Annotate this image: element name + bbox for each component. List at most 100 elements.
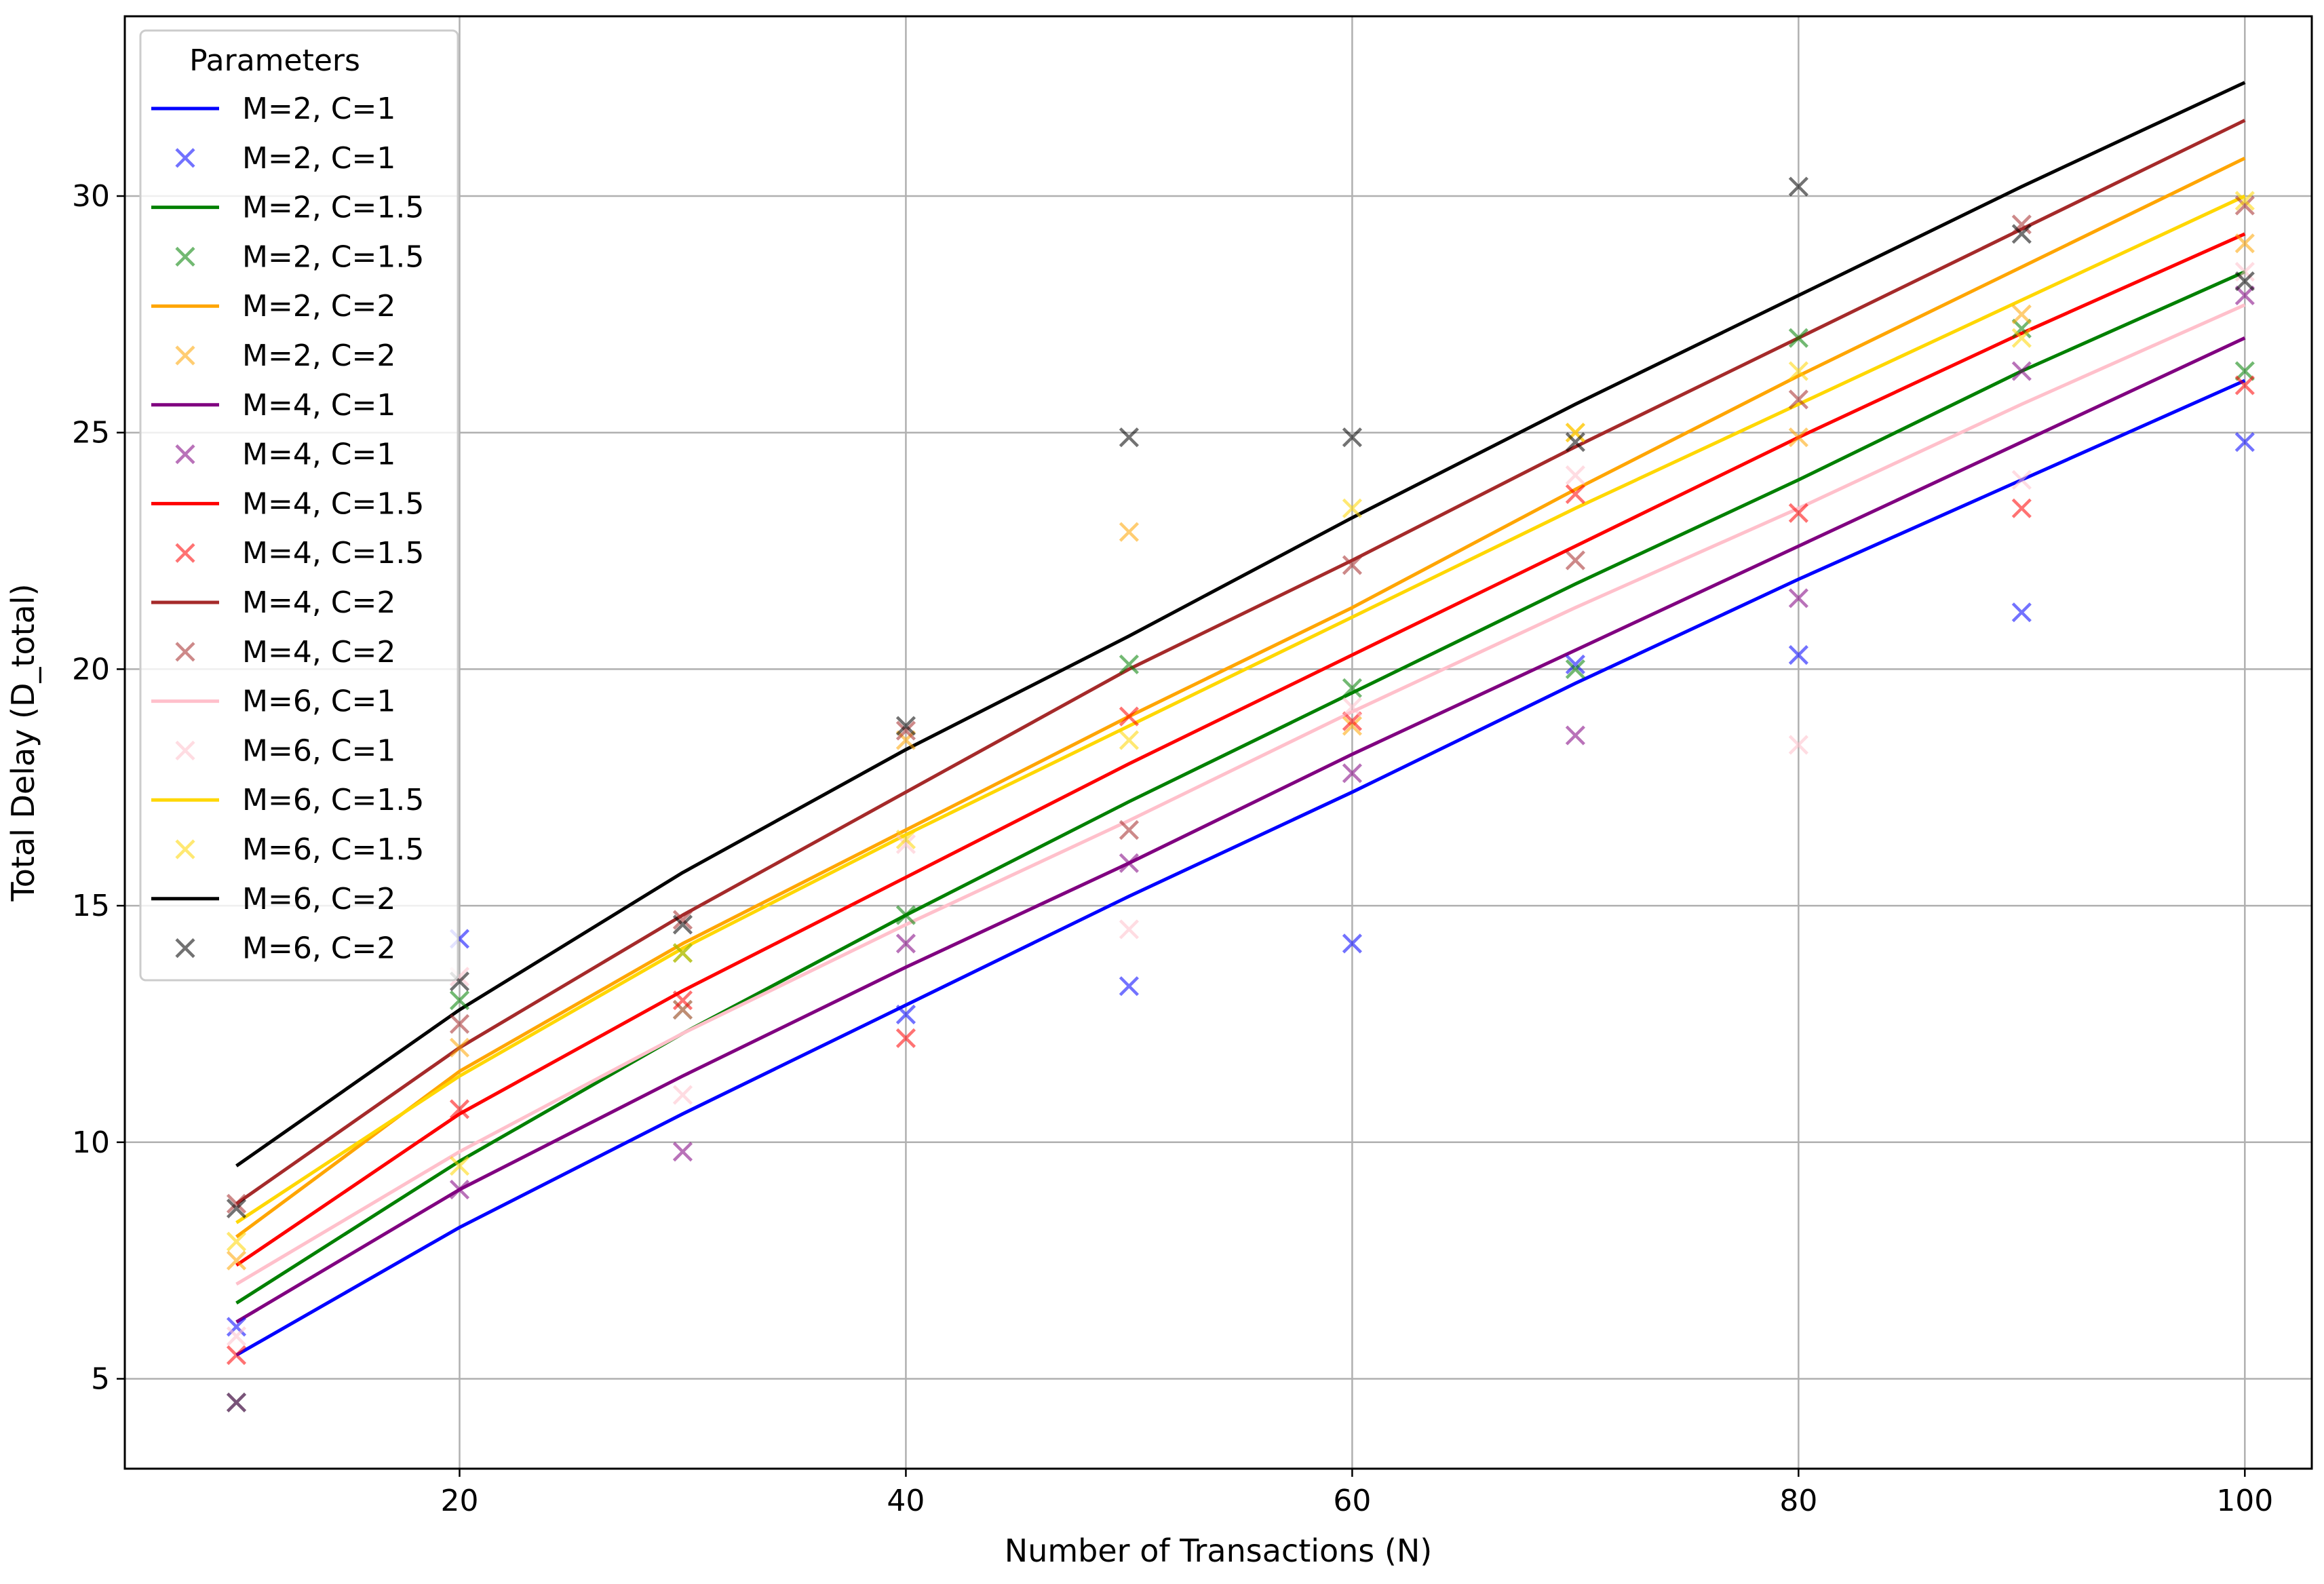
- series-1: [235, 379, 2246, 1357]
- data-point: [2011, 214, 2032, 235]
- legend-label: M=2, C=2: [242, 289, 395, 324]
- legend-label: M=6, C=1: [242, 733, 395, 768]
- data-point: [1119, 730, 1139, 750]
- data-point: [449, 1013, 470, 1035]
- legend-label: M=4, C=1: [242, 388, 395, 423]
- legend-entry-line: M=2, C=1.5: [151, 191, 424, 225]
- marker-stroke: [895, 933, 916, 954]
- marker-stroke: [1565, 550, 1585, 571]
- legend-title: Parameters: [189, 43, 360, 78]
- marker-stroke: [2234, 233, 2255, 254]
- data-point: [226, 1345, 247, 1366]
- marker-stroke: [449, 1179, 470, 1200]
- x-tick-label: 80: [1779, 1484, 1817, 1518]
- data-point: [672, 1142, 693, 1162]
- series-line: [235, 336, 2246, 1324]
- data-point: [672, 943, 693, 963]
- legend: Parameters M=2, C=1M=2, C=1M=2, C=1.5M=2…: [139, 29, 459, 982]
- legend-entry-line: M=6, C=1.5: [151, 783, 424, 817]
- series-line: [235, 81, 2246, 1167]
- data-point: [895, 905, 916, 925]
- ticks: 20 40 60 80 100 5 10 15 20 25 30: [72, 179, 2273, 1518]
- legend-entry-marker: M=4, C=1.5: [175, 536, 424, 571]
- data-point: [226, 1392, 247, 1412]
- data-point: [1565, 465, 1585, 486]
- axes-frame: [123, 15, 2313, 1470]
- x-tick-label: 20: [440, 1484, 478, 1518]
- data-point: [1342, 933, 1362, 954]
- marker-stroke: [175, 642, 195, 662]
- data-point: [2011, 498, 2032, 518]
- legend-entry-marker: M=2, C=2: [175, 339, 395, 373]
- marker-stroke: [672, 990, 693, 1011]
- marker-stroke: [2011, 602, 2032, 623]
- marker-stroke: [1342, 555, 1362, 575]
- data-point: [1788, 389, 1808, 410]
- marker-stroke: [1119, 819, 1139, 841]
- marker-stroke: [1788, 588, 1808, 609]
- marker-stroke: [1565, 423, 1585, 443]
- legend-entry-line: M=6, C=1: [151, 684, 395, 719]
- y-tick-label: 10: [72, 1125, 110, 1160]
- legend-label: M=2, C=2: [242, 339, 395, 373]
- legend-marker-swatch: [175, 740, 195, 760]
- legend-box: [139, 29, 459, 982]
- data-point: [2011, 304, 2032, 324]
- marker-stroke: [2011, 328, 2032, 348]
- data-point: [1342, 427, 1362, 448]
- data-point: [672, 990, 693, 1011]
- marker-stroke: [2234, 191, 2255, 211]
- data-point: [1565, 550, 1585, 571]
- marker-stroke: [2234, 271, 2255, 292]
- legend-entries: M=2, C=1 M=2, C=1 M=2, C=1.5 M=2, C=1.5 M=2,…: [151, 92, 424, 966]
- data-point: [672, 910, 693, 930]
- data-point: [226, 1326, 247, 1347]
- legend-entry-line: M=2, C=2: [151, 289, 395, 324]
- x-tick-label: 100: [2216, 1484, 2273, 1518]
- legend-entry-marker: M=6, C=1: [175, 733, 395, 768]
- data-point: [2011, 318, 2032, 339]
- marker-stroke: [1119, 919, 1139, 940]
- marker-stroke: [175, 345, 195, 366]
- marker-stroke: [1788, 176, 1808, 197]
- data-point: [1788, 503, 1808, 523]
- data-point: [1565, 432, 1585, 452]
- marker-stroke: [2234, 375, 2255, 395]
- data-point: [449, 1037, 470, 1058]
- marker-stroke: [1788, 361, 1808, 381]
- data-point: [2234, 361, 2255, 381]
- legend-label: M=4, C=2: [242, 585, 395, 620]
- marker-stroke: [226, 1231, 247, 1252]
- legend-entry-line: M=4, C=2: [151, 585, 395, 620]
- marker-stroke: [226, 1193, 247, 1214]
- marker-stroke: [1342, 427, 1362, 448]
- data-point: [226, 1193, 247, 1214]
- legend-label: M=2, C=1.5: [242, 191, 424, 225]
- data-point: [895, 834, 916, 855]
- data-point: [1788, 644, 1808, 665]
- y-axis-title: Total Delay (D_total): [5, 583, 41, 902]
- data-point: [1788, 427, 1808, 448]
- grid: [125, 16, 2312, 1469]
- data-point: [1119, 706, 1139, 727]
- marker-stroke: [226, 1250, 247, 1271]
- y-tick-label: 30: [72, 179, 110, 214]
- legend-entry-marker: M=6, C=2: [175, 931, 395, 966]
- y-tick-label: 25: [72, 416, 110, 450]
- data-point: [1565, 659, 1585, 679]
- data-point: [2234, 271, 2255, 292]
- marker-stroke: [1119, 853, 1139, 873]
- series-points-6: [226, 195, 2255, 1214]
- legend-entry-line: M=4, C=1.5: [151, 486, 424, 521]
- data-point: [1342, 697, 1362, 717]
- marker-stroke: [2011, 469, 2032, 490]
- marker-stroke: [175, 938, 195, 959]
- data-point: [449, 1179, 470, 1200]
- marker-stroke: [226, 1345, 247, 1366]
- marker-stroke: [672, 910, 693, 930]
- marker-stroke: [672, 943, 693, 963]
- data-point: [2011, 602, 2032, 623]
- marker-stroke: [1119, 522, 1139, 542]
- marker-stroke: [1565, 659, 1585, 679]
- marker-stroke: [226, 1392, 247, 1412]
